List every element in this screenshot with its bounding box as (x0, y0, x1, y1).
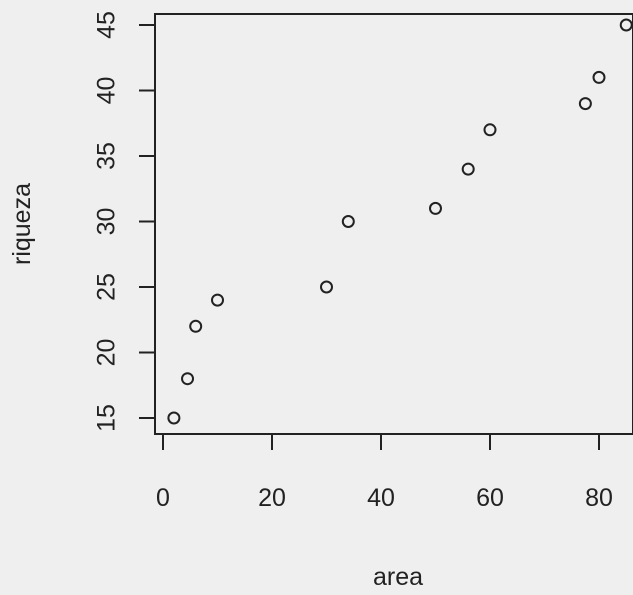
data-point (578, 97, 592, 111)
x-axis-title: area (373, 563, 423, 591)
y-tick-label: 30 (93, 208, 121, 236)
x-tick-label: 0 (156, 484, 170, 512)
y-axis: 15 20 25 30 35 40 45 (93, 11, 156, 432)
y-tick-label: 15 (93, 404, 121, 432)
y-tick-label: 35 (93, 142, 121, 170)
x-tick-label: 80 (585, 484, 613, 512)
data-point (211, 293, 224, 307)
data-point (429, 201, 442, 215)
data-point (461, 162, 475, 176)
y-tick-label: 40 (93, 77, 121, 105)
y-tick-label: 20 (93, 339, 121, 367)
y-tick-label: 25 (93, 273, 121, 301)
x-tick-label: 20 (258, 484, 286, 512)
data-point (320, 280, 333, 294)
data-point (341, 215, 355, 228)
data-point (483, 123, 497, 137)
data-point (619, 18, 633, 32)
y-tick-label: 45 (93, 11, 121, 39)
data-points (167, 18, 633, 425)
x-axis: 0 20 40 60 80 (156, 433, 613, 512)
data-point (189, 319, 203, 333)
plot-frame (154, 13, 633, 435)
data-point (592, 70, 606, 84)
y-axis-title: riqueza (8, 183, 36, 265)
data-point (167, 411, 181, 425)
data-point (181, 372, 195, 386)
x-tick-label: 40 (367, 484, 395, 512)
x-tick-label: 60 (476, 484, 504, 512)
